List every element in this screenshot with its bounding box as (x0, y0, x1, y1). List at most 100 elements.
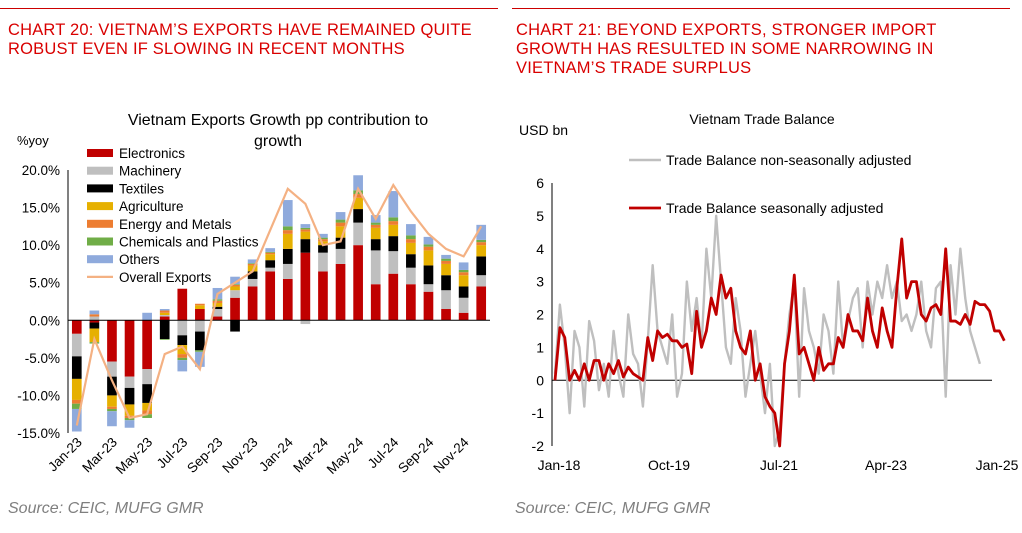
y-tick-label: -1 (532, 405, 545, 421)
y-tick-label: 0.0% (29, 313, 60, 328)
x-tick-label: Jan-18 (538, 457, 581, 473)
bar-segment (388, 251, 399, 274)
bar-segment (370, 250, 381, 285)
legend-label: Overall Exports (119, 270, 212, 285)
bar-segment (423, 250, 434, 266)
bar-segment (353, 197, 363, 210)
bar-segment (247, 259, 258, 264)
bar-segment (406, 267, 416, 285)
bar-segment (230, 284, 240, 287)
bar-segment (318, 237, 328, 240)
legend-label: Energy and Metals (119, 217, 232, 232)
y-axis-label: %yoy (17, 133, 49, 148)
chart-20-title: CHART 20: VIETNAM’S EXPORTS HAVE REMAINE… (8, 21, 472, 58)
x-tick-label: Sep-24 (395, 434, 437, 476)
bar-segment (441, 258, 451, 261)
bar-segment (212, 300, 223, 304)
x-tick-label: May-24 (324, 434, 367, 477)
bar-segment (124, 387, 135, 405)
bar-segment (71, 403, 82, 409)
y-tick-label: 3 (536, 274, 544, 290)
bar-segment (353, 209, 363, 223)
y-tick-label: 6 (536, 175, 544, 191)
bar-segment (388, 236, 399, 252)
x-tick-label: Jan-24 (256, 434, 296, 474)
bar-segment (282, 200, 293, 227)
bar-segment (142, 320, 152, 370)
bar-segment (370, 284, 381, 321)
bar-segment (195, 309, 205, 321)
bar-segment (476, 286, 487, 321)
bar-segment (458, 272, 469, 276)
bar-segment (177, 354, 188, 358)
y-tick-label: -2 (532, 438, 545, 454)
legend-label: Trade Balance non-seasonally adjusted (666, 152, 911, 168)
bar-segment (142, 312, 152, 321)
bar-segment (458, 269, 469, 273)
bar-segment (265, 248, 276, 252)
bar-segment (388, 224, 399, 237)
bar-segment (212, 299, 223, 301)
y-tick-label: 20.0% (22, 163, 60, 178)
bar-segment (318, 271, 328, 321)
bar-segment (458, 312, 469, 321)
bar-segment (247, 263, 258, 264)
bar-segment (159, 312, 170, 316)
bar-segment (265, 267, 276, 272)
bar-segment (300, 229, 311, 232)
bar-segment (71, 333, 82, 357)
bar-segment (335, 263, 346, 321)
bar-segment (124, 417, 135, 421)
legend-swatch (87, 166, 113, 175)
legend-swatch (87, 237, 113, 246)
bar-segment (406, 239, 416, 243)
x-tick-label: Nov-23 (219, 435, 260, 476)
bar-segment (370, 239, 381, 251)
bar-segment (124, 404, 135, 416)
bar-segment (177, 288, 188, 321)
bar-segment (195, 351, 205, 367)
top-rule (0, 8, 498, 9)
bar-segment (89, 310, 100, 315)
bar-segment (476, 239, 487, 243)
bar-segment (230, 284, 240, 285)
bar-segment (177, 335, 188, 346)
bar-segment (476, 242, 487, 246)
bar-segment (335, 219, 346, 223)
bar-segment (300, 231, 311, 240)
bar-segment (177, 360, 188, 372)
bar-segment (265, 271, 276, 321)
bar-segment (318, 233, 328, 238)
bar-segment (89, 328, 100, 343)
y-tick-label: 10.0% (22, 238, 60, 253)
bar-segment (335, 237, 346, 249)
bar-segment (212, 306, 223, 310)
chart-20-source: Source: CEIC, MUFG GMR (8, 500, 204, 517)
bar-segment (247, 263, 258, 266)
bar-segment (107, 411, 117, 427)
bar-segment (406, 235, 416, 240)
bar-segment (89, 322, 100, 329)
bar-segment (423, 244, 434, 247)
bar-segment (441, 263, 451, 276)
bar-segment (177, 320, 188, 336)
bar-segment (423, 291, 434, 321)
bar-segment (300, 239, 311, 253)
chart-21-panel: CHART 21: BEYOND EXPORTS, STRONGER IMPOR… (512, 0, 1019, 533)
bar-segment (388, 221, 399, 225)
legend-label: Others (119, 252, 160, 267)
x-tick-label: Jan-25 (976, 457, 1019, 473)
bar-segment (335, 248, 346, 264)
bar-segment (282, 226, 293, 231)
y-tick-label: 0 (536, 372, 544, 388)
bar-segment (441, 290, 451, 310)
bar-segment (265, 254, 276, 261)
x-tick-label: Nov-24 (430, 434, 472, 476)
y-tick-label: -10.0% (17, 388, 60, 403)
bar-segment (124, 320, 135, 377)
bar-segment (282, 230, 293, 234)
chart-title: Vietnam Trade Balance (689, 111, 834, 127)
bar-segment (159, 309, 170, 311)
y-tick-label: 5 (536, 208, 544, 224)
bar-segment (282, 278, 293, 321)
